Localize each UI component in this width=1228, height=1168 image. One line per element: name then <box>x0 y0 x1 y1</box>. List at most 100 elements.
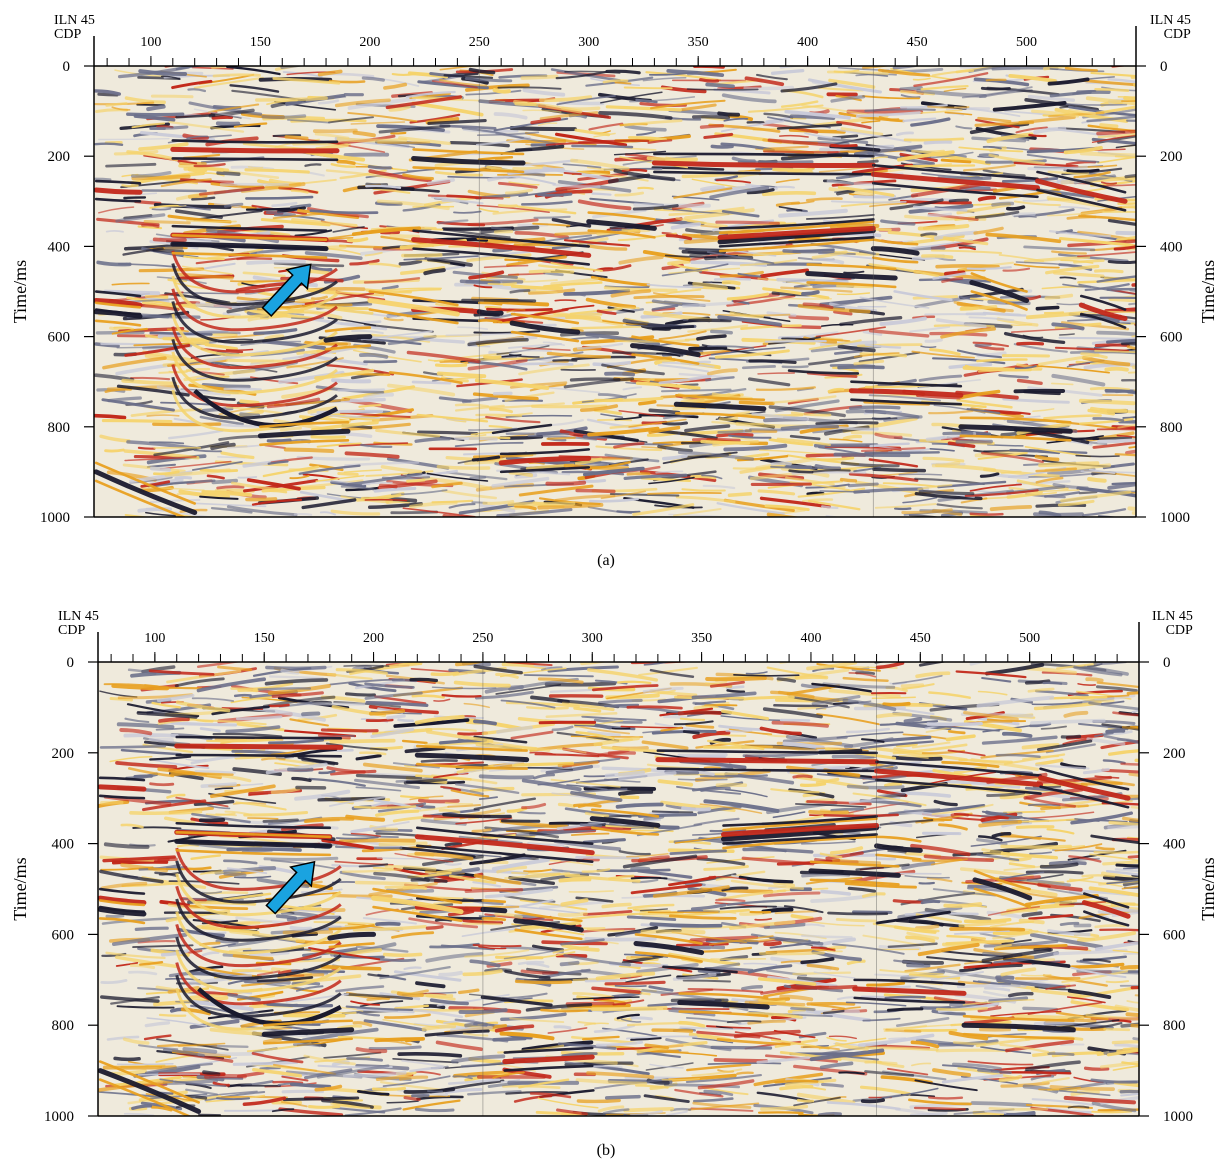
texture-event <box>1091 137 1136 146</box>
texture-event <box>989 505 1033 512</box>
strong-reflector <box>94 461 196 505</box>
texture-event <box>314 132 350 140</box>
texture-event <box>1096 275 1136 283</box>
strong-reflector <box>412 166 525 174</box>
texture-event <box>1111 1040 1139 1045</box>
texture-event <box>141 189 207 193</box>
texture-event <box>264 334 285 341</box>
texture-event <box>834 349 863 355</box>
texture-event <box>1096 681 1139 689</box>
texture-event <box>930 858 968 866</box>
texture-event <box>832 943 905 955</box>
texture-event <box>846 727 890 734</box>
texture-event <box>1106 338 1136 344</box>
texture-event <box>491 857 550 871</box>
texture-event <box>705 376 735 382</box>
texture-event <box>571 325 646 330</box>
texture-event <box>518 1078 570 1089</box>
texture-event <box>500 1012 567 1021</box>
texture-event <box>853 706 906 711</box>
texture-event <box>1116 235 1136 241</box>
texture-event <box>354 880 419 886</box>
texture-event <box>1037 882 1083 892</box>
texture-event <box>255 96 328 102</box>
strong-reflector <box>720 822 880 838</box>
texture-event <box>687 987 764 993</box>
texture-event <box>931 461 961 468</box>
texture-event <box>658 330 707 341</box>
strong-reflector <box>412 148 525 156</box>
texture-event <box>728 434 772 439</box>
texture-event <box>272 1080 304 1084</box>
texture-event <box>789 434 821 441</box>
texture-event <box>451 1054 506 1064</box>
texture-event <box>1036 775 1113 784</box>
cdp-tick-label: 500 <box>1016 35 1037 50</box>
time-tick-label-left: 800 <box>48 420 71 436</box>
texture-event <box>1100 700 1125 705</box>
strong-reflector <box>94 319 142 327</box>
texture-event <box>191 196 216 201</box>
texture-event <box>670 998 729 1003</box>
texture-event <box>647 139 673 144</box>
texture-event <box>380 465 423 474</box>
texture-event <box>163 1048 205 1057</box>
texture-event <box>977 690 1008 696</box>
texture-event <box>468 270 505 280</box>
texture-event <box>431 196 484 205</box>
texture-event <box>390 131 407 135</box>
texture-event <box>484 888 554 899</box>
texture-event <box>661 388 732 393</box>
texture-event <box>809 1048 885 1062</box>
texture-event <box>930 249 1003 255</box>
texture-event <box>308 288 385 297</box>
texture-event <box>917 483 953 491</box>
texture-event <box>337 472 359 476</box>
texture-event <box>397 1051 463 1058</box>
texture-event <box>201 891 223 894</box>
texture-event <box>540 764 600 773</box>
texture-event <box>1120 762 1139 766</box>
strong-reflector <box>722 817 878 832</box>
texture-event <box>261 114 307 119</box>
texture-event <box>864 1070 915 1077</box>
texture-event <box>830 95 866 103</box>
texture-event <box>1077 251 1136 258</box>
texture-event <box>149 466 172 472</box>
texture-event <box>768 438 814 447</box>
texture-event <box>447 804 482 808</box>
texture-event <box>555 70 607 80</box>
texture-event <box>623 119 683 127</box>
texture-event <box>415 774 472 781</box>
texture-event <box>1130 75 1136 79</box>
strong-reflector <box>94 187 143 195</box>
texture-event <box>1003 1111 1036 1116</box>
texture-event <box>310 435 346 439</box>
texture-event <box>509 1017 565 1024</box>
texture-event <box>552 183 601 188</box>
texture-event <box>453 1070 517 1078</box>
texture-event <box>473 873 522 885</box>
texture-event <box>371 1086 407 1092</box>
texture-event <box>836 128 912 143</box>
texture-event <box>350 832 381 837</box>
texture-event <box>1128 445 1136 449</box>
texture-event <box>737 272 762 278</box>
texture-event <box>295 985 324 992</box>
texture-event <box>422 854 484 867</box>
texture-event <box>568 890 614 893</box>
texture-event <box>1122 816 1139 823</box>
texture-event <box>915 924 940 930</box>
texture-event <box>458 988 480 995</box>
texture-event <box>363 1019 427 1032</box>
bowl-reflector <box>171 263 338 307</box>
texture-event <box>382 1075 451 1087</box>
texture-event <box>151 207 172 211</box>
texture-event <box>692 1101 752 1109</box>
texture-event <box>592 360 632 367</box>
texture-event <box>952 1041 987 1046</box>
texture-event <box>529 1092 572 1099</box>
texture-event <box>462 396 499 404</box>
texture-event <box>509 381 568 389</box>
